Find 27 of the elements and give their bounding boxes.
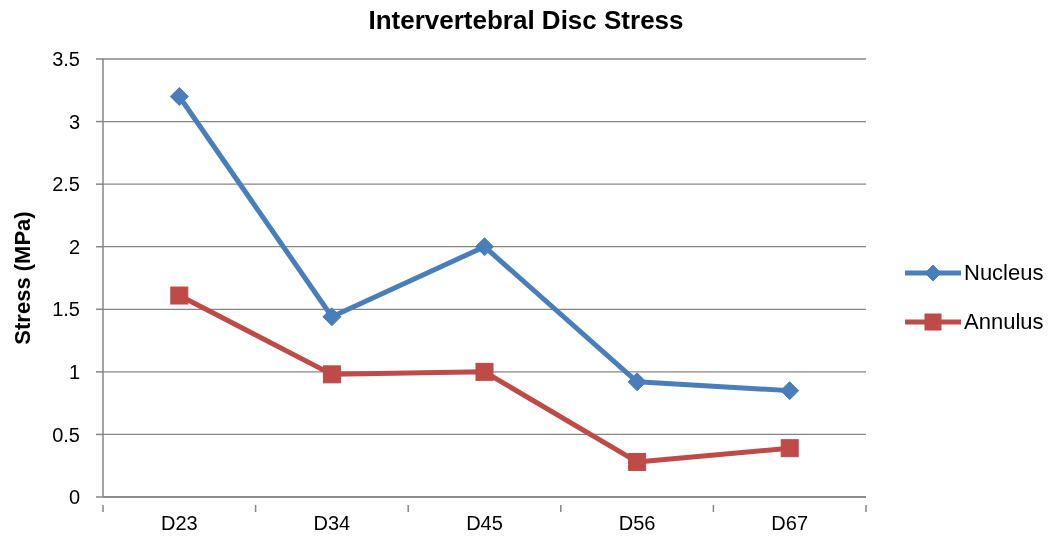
y-axis-title: Stress (MPa) xyxy=(9,211,35,345)
y-tick-label: 1.5 xyxy=(52,298,80,321)
point xyxy=(627,372,647,392)
y-tick-label: 3 xyxy=(68,110,80,133)
x-tick-label: D56 xyxy=(618,512,656,534)
chart-title: Intervertebral Disc Stress xyxy=(367,5,685,36)
point xyxy=(475,362,494,381)
point xyxy=(170,286,189,305)
legend-label: Nucleus xyxy=(964,260,1044,286)
legend-label: Annulus xyxy=(964,309,1044,335)
x-tick-label: D45 xyxy=(466,512,503,534)
x-tick-label: D34 xyxy=(313,512,351,534)
point xyxy=(169,87,189,107)
point xyxy=(780,381,800,401)
y-tick-label: 2.5 xyxy=(52,173,80,196)
point xyxy=(628,452,647,471)
point xyxy=(475,237,494,257)
point xyxy=(322,307,342,327)
y-tick-label: 2 xyxy=(68,235,80,258)
point xyxy=(322,365,341,384)
y-tick-label: 1 xyxy=(68,360,80,383)
y-tick-label: 0 xyxy=(68,486,80,509)
point xyxy=(780,439,799,458)
x-tick-label: D67 xyxy=(771,512,809,534)
y-tick-label: 0.5 xyxy=(52,423,80,446)
y-tick-label: 3.5 xyxy=(52,48,80,71)
x-tick-label: D23 xyxy=(160,512,198,534)
